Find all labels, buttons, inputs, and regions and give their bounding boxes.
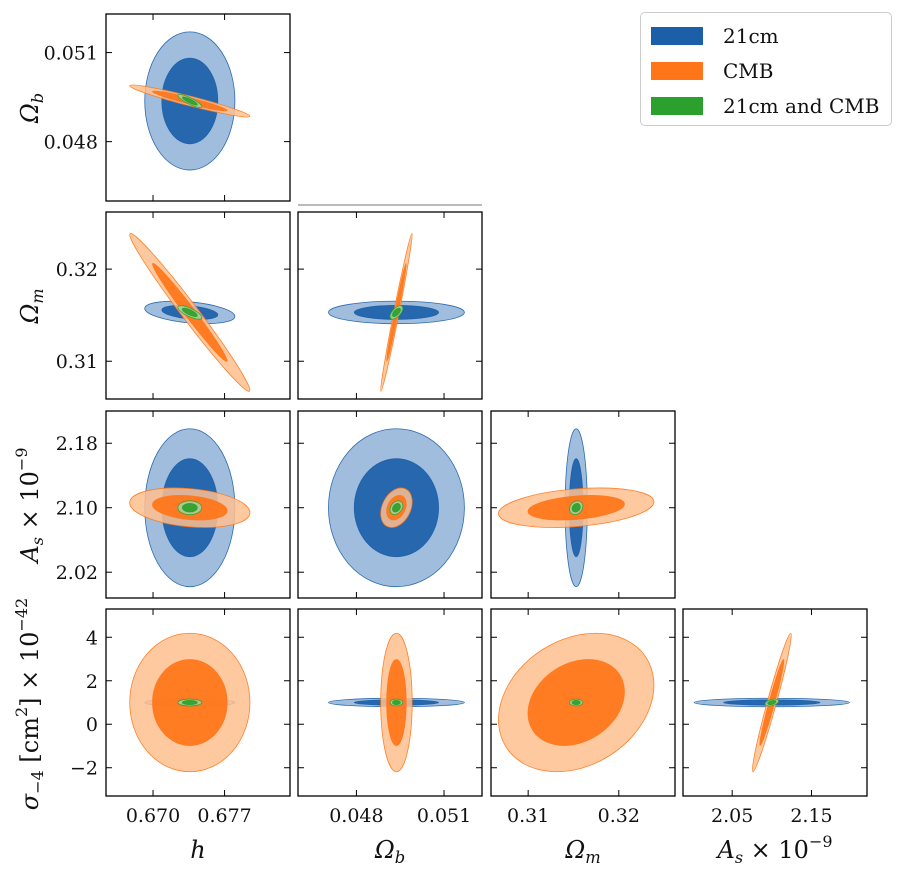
x-tick-label-Om: 0.31 (507, 805, 549, 827)
y-axis-title-sigma: σ−4 [cm2] × 10−42 (12, 598, 47, 810)
x-tick-label-Om: 0.32 (598, 805, 640, 827)
panel-Ob-vs-h (105, 13, 291, 202)
y-tick-label-sig: −2 (70, 758, 98, 780)
y-tick-label-Om: 0.32 (56, 259, 98, 281)
panel-As-vs-Om (490, 410, 676, 599)
y-axis-title-As: As × 10−9 (12, 447, 47, 564)
x-tick-label-As: 2.05 (711, 805, 753, 827)
x-tick-label-h: 0.670 (126, 805, 180, 827)
legend-entry-combined: 21cm and CMB (651, 94, 879, 118)
legend-entry-21cm: 21cm (651, 24, 779, 48)
panel-frame (105, 410, 291, 599)
y-tick-label-Om: 0.31 (56, 351, 98, 373)
panel-Om-vs-h (105, 211, 291, 400)
panel-frame (490, 608, 676, 797)
legend-swatch-combined (651, 97, 703, 115)
x-tick-label-h: 0.677 (197, 805, 251, 827)
panel-frame (682, 608, 868, 797)
y-tick-label-As: 2.18 (56, 433, 98, 455)
y-tick-label-sig: 4 (86, 627, 98, 649)
x-axis-title-h: h (190, 836, 205, 864)
x-tick-label-As: 2.15 (790, 805, 832, 827)
contour-21cm-and-cmb-1sigma (571, 503, 581, 513)
x-axis-title-omega-b: Ωb (374, 836, 405, 867)
y-axis-title-omega-b: Ωb (16, 93, 47, 124)
legend-label-cmb: CMB (723, 59, 774, 83)
x-tick-label-Ob: 0.048 (329, 805, 383, 827)
contour-21cm-and-cmb-1sigma (181, 96, 198, 106)
panel-frame (297, 410, 483, 599)
legend-swatch-21cm (651, 27, 703, 45)
y-tick-label-As: 2.02 (56, 562, 98, 584)
legend-label-combined: 21cm and CMB (723, 94, 880, 118)
legend-swatch-cmb (651, 62, 703, 80)
contour-21cm-and-cmb-1sigma (181, 699, 198, 706)
y-tick-label-As: 2.10 (56, 498, 98, 520)
y-tick-label-Ob: 0.051 (44, 43, 98, 65)
contour-21cm-and-cmb-1sigma (767, 699, 777, 706)
contour-21cm-and-cmb-1sigma (181, 503, 198, 513)
panel-As-vs-h (105, 410, 291, 599)
panel-sig-vs-As (682, 608, 868, 797)
panel-frame (105, 13, 291, 202)
contour-21cm-and-cmb-1sigma (181, 307, 198, 318)
x-tick-label-Ob: 0.051 (417, 805, 471, 827)
panel-Om-vs-Ob (297, 211, 483, 400)
legend-label-21cm: 21cm (723, 24, 779, 48)
legend-entry-cmb: CMB (651, 59, 773, 83)
y-tick-label-sig: 0 (86, 714, 98, 736)
panel-sig-vs-Om (490, 608, 676, 797)
x-axis-title-As: As × 10−9 (715, 832, 832, 867)
panel-frame (297, 608, 483, 797)
panel-sig-vs-Ob (297, 608, 483, 797)
contour-21cm-and-cmb-1sigma (392, 307, 401, 318)
panel-frame (297, 211, 483, 400)
legend: 21cm CMB 21cm and CMB (640, 12, 892, 126)
panel-As-vs-Ob (297, 410, 483, 599)
y-axis-title-omega-m: Ωm (16, 288, 47, 324)
panel-sig-vs-h (105, 608, 291, 797)
contour-21cm-and-cmb-1sigma (571, 699, 581, 706)
contour-21cm-and-cmb-1sigma (392, 699, 401, 706)
panel-frame (490, 410, 676, 599)
x-axis-title-omega-m: Ωm (564, 836, 600, 867)
y-tick-label-Ob: 0.048 (44, 132, 98, 154)
y-tick-label-sig: 2 (86, 671, 98, 693)
panel-frame (105, 211, 291, 400)
contour-21cm-and-cmb-1sigma (392, 503, 401, 513)
panel-frame (105, 608, 291, 797)
